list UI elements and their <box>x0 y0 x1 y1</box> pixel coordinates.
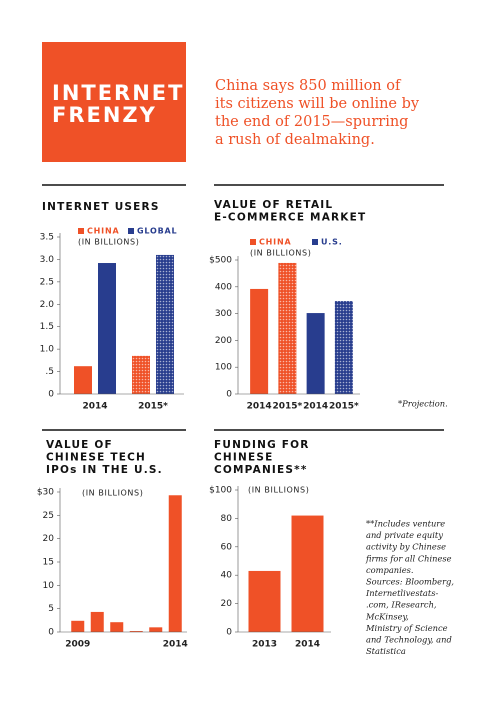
note: .com, IResearch, <box>366 600 437 610</box>
x-tick-label: 2015* <box>329 402 359 412</box>
y-tick-label: 2.5 <box>40 277 54 287</box>
bar <box>168 495 182 632</box>
y-tick-label: 0 <box>48 628 54 638</box>
intro-line: a rush of dealmaking. <box>215 132 375 148</box>
note: *Projection. <box>398 399 448 409</box>
bar <box>291 515 324 632</box>
subtitle: (IN BILLIONS) <box>250 249 311 258</box>
intro-line: its citizens will be online by <box>215 96 420 112</box>
y-tick-label: 300 <box>215 309 232 319</box>
bar <box>248 570 281 632</box>
bar <box>334 301 353 394</box>
y-tick-label: 25 <box>43 511 54 521</box>
y-tick-label: 0 <box>226 628 232 638</box>
legend-swatch <box>128 228 134 234</box>
x-tick-label: 2014 <box>303 402 328 412</box>
y-tick-label: 3.5 <box>40 233 54 243</box>
chart-title: CHINESE <box>214 452 274 464</box>
bar <box>74 366 92 394</box>
y-tick-label: $30 <box>37 488 54 498</box>
legend-swatch <box>250 239 256 245</box>
header-title: INTERNET <box>52 81 184 105</box>
chart-title: INTERNET USERS <box>42 201 160 213</box>
y-tick-label: 5 <box>48 604 54 614</box>
subtitle: (IN BILLIONS) <box>78 238 139 247</box>
y-tick-label: 0 <box>226 390 232 400</box>
legend-label: U.S. <box>321 238 343 247</box>
y-tick-label: 200 <box>215 336 232 346</box>
chart-title: E-COMMERCE MARKET <box>214 212 366 224</box>
y-tick-label: 40 <box>221 571 233 581</box>
y-tick-label: 10 <box>43 581 55 591</box>
note: companies. <box>366 565 414 575</box>
bar <box>306 313 325 394</box>
note: activity by Chinese <box>366 542 446 552</box>
y-tick-label: 20 <box>43 534 55 544</box>
y-tick-label: 80 <box>221 514 233 524</box>
x-tick-label: 2009 <box>65 640 90 650</box>
chart-title: COMPANIES** <box>214 464 308 476</box>
bar <box>98 263 116 394</box>
note: Statistica <box>366 646 406 656</box>
chart-title: CHINESE TECH <box>46 452 146 464</box>
header-box <box>42 42 186 162</box>
chart-title: IPOs IN THE U.S. <box>46 464 163 476</box>
header-title: FRENZY <box>52 103 157 127</box>
y-tick-label: 1.5 <box>40 322 54 332</box>
chart-title: FUNDING FOR <box>214 439 310 451</box>
y-tick-label: 3.0 <box>40 255 55 265</box>
x-tick-label: 2015* <box>272 402 302 412</box>
y-tick-label: 20 <box>221 599 233 609</box>
bar <box>129 631 143 632</box>
bar <box>278 262 297 394</box>
x-tick-label: 2014 <box>163 640 188 650</box>
chart-title: VALUE OF <box>46 439 113 451</box>
legend-swatch <box>312 239 318 245</box>
intro: China says 850 million of its citizens w… <box>215 78 420 148</box>
bar <box>90 611 104 632</box>
bar <box>250 288 269 394</box>
y-tick-label: 1.0 <box>40 345 55 355</box>
legend-label: CHINA <box>259 238 291 247</box>
legend-label: CHINA <box>87 227 119 236</box>
bar <box>71 620 85 632</box>
note: Sources: Bloomberg, <box>366 577 454 587</box>
x-tick-label: 2013 <box>252 640 277 650</box>
chart-title: VALUE OF RETAIL <box>214 199 333 211</box>
intro-line: the end of 2015—spurring <box>215 114 408 130</box>
note: McKinsey, <box>365 611 409 621</box>
y-tick-label: $100 <box>209 486 232 496</box>
y-tick-label: 0 <box>48 390 54 400</box>
legend-swatch <box>78 228 84 234</box>
y-tick-label: 400 <box>215 282 232 292</box>
subtitle: (IN BILLIONS) <box>248 486 309 495</box>
x-tick-label: 2014 <box>82 402 107 412</box>
intro-line: China says 850 million of <box>215 78 402 94</box>
x-tick-label: 2014 <box>295 640 320 650</box>
y-tick-label: 2.0 <box>40 300 55 310</box>
x-tick-label: 2015* <box>138 402 168 412</box>
x-tick-label: 2014 <box>247 402 272 412</box>
bar <box>156 254 174 394</box>
note: and private equity <box>366 530 443 540</box>
note: firms for all Chinese <box>365 553 452 563</box>
y-tick-label: 100 <box>215 363 232 373</box>
rules <box>42 184 444 431</box>
y-tick-label: .5 <box>45 367 54 377</box>
note: Ministry of Science <box>365 623 448 633</box>
y-tick-label: 60 <box>221 542 233 552</box>
bar <box>110 622 124 632</box>
y-tick-label: 15 <box>43 558 54 568</box>
legend-label: GLOBAL <box>137 227 177 236</box>
note: Internetlivestats- <box>365 588 438 598</box>
bar <box>149 627 163 632</box>
bar <box>132 355 150 394</box>
note: **Includes venture <box>366 519 445 529</box>
subtitle: (IN BILLIONS) <box>82 489 143 498</box>
note: and Technology, and <box>366 635 452 645</box>
y-tick-label: $500 <box>209 256 232 266</box>
